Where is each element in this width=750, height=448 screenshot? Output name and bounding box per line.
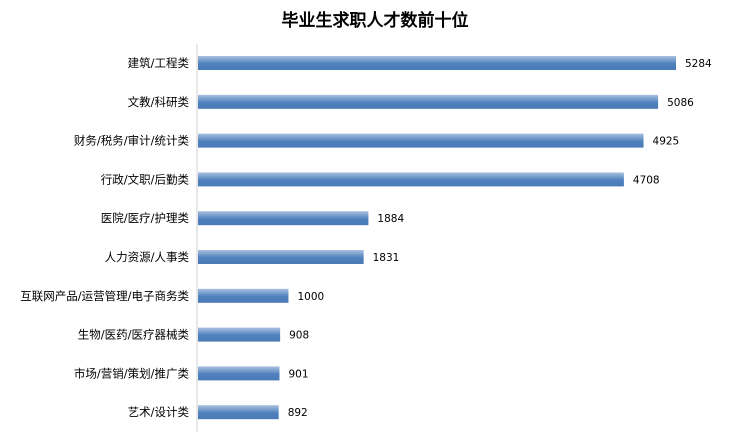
chart-title: 毕业生求职人才数前十位	[281, 11, 469, 31]
bar	[198, 327, 281, 342]
data-label: 901	[289, 368, 309, 380]
category-label: 互联网产品/运营管理/电子商务类	[20, 289, 189, 303]
category-label: 行政/文职/后勤类	[101, 172, 190, 186]
category-label: 人力资源/人事类	[105, 250, 190, 264]
data-label: 1831	[373, 252, 400, 264]
data-label: 1000	[297, 291, 324, 303]
data-label: 5086	[667, 97, 694, 109]
category-label: 文教/科研类	[128, 95, 190, 109]
data-label: 908	[289, 330, 309, 342]
data-label: 1884	[377, 213, 404, 225]
bar	[198, 133, 644, 148]
category-label: 生物/医药/医疗器械类	[78, 328, 190, 342]
data-label: 892	[288, 407, 308, 419]
data-label: 4925	[653, 136, 680, 148]
bar	[198, 405, 279, 420]
bar	[198, 172, 624, 187]
category-label: 医院/医疗/护理类	[101, 211, 190, 225]
bar	[198, 250, 364, 264]
category-label: 市场/营销/策划/推广类	[74, 366, 190, 380]
category-label: 艺术/设计类	[128, 405, 190, 419]
bar	[198, 211, 369, 226]
data-label: 5284	[685, 58, 712, 70]
category-label: 财务/税务/审计/统计类	[74, 134, 190, 148]
bar	[198, 288, 289, 303]
bar	[198, 366, 280, 381]
category-label: 建筑/工程类	[128, 56, 190, 70]
bar	[198, 94, 659, 109]
data-label: 4708	[633, 174, 660, 186]
bar	[198, 56, 676, 70]
